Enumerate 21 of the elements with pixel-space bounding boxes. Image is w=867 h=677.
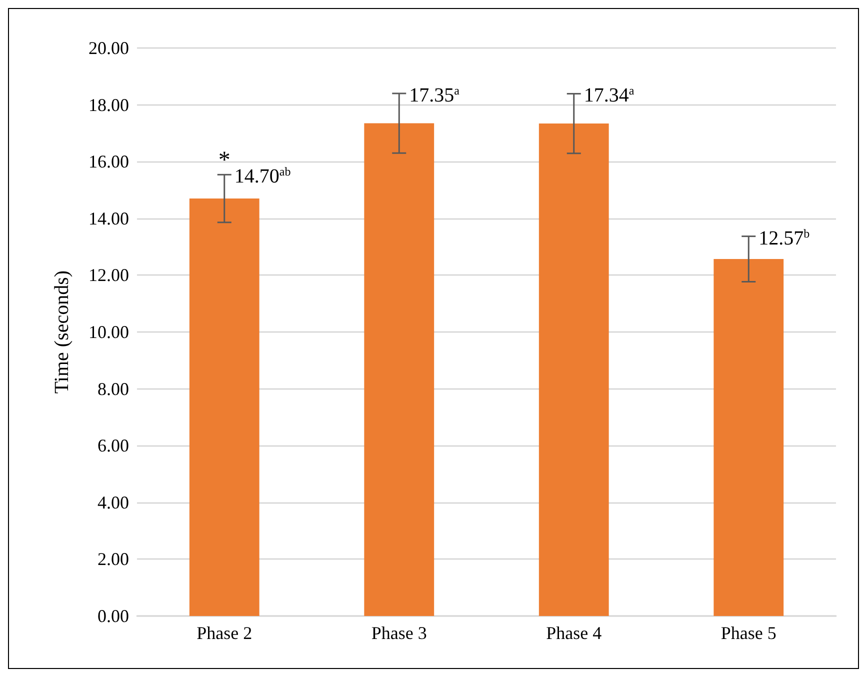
x-tick-label: Phase 5 xyxy=(720,623,776,643)
x-tick-label: Phase 3 xyxy=(371,623,427,643)
x-tick-label: Phase 2 xyxy=(196,623,252,643)
y-tick-label: 18.00 xyxy=(88,94,129,115)
y-tick-label: 16.00 xyxy=(88,152,129,172)
y-tick-label: 2.00 xyxy=(98,549,129,570)
bar xyxy=(364,123,434,616)
bar xyxy=(538,124,609,616)
y-tick-label: 0.00 xyxy=(98,606,129,626)
y-tick-label: 20.00 xyxy=(88,38,129,58)
y-tick-label: 4.00 xyxy=(98,492,129,512)
y-tick-label: 10.00 xyxy=(88,322,129,342)
bar xyxy=(189,198,260,616)
x-tick-label: Phase 4 xyxy=(546,623,602,643)
y-axis-title: Time (seconds) xyxy=(51,270,73,394)
y-tick-label: 14.00 xyxy=(88,208,129,228)
y-tick-label: 8.00 xyxy=(98,378,129,399)
annotation: * xyxy=(218,148,230,174)
y-tick-label: 6.00 xyxy=(98,436,129,456)
bar xyxy=(714,259,784,616)
y-tick-label: 12.00 xyxy=(88,265,129,286)
